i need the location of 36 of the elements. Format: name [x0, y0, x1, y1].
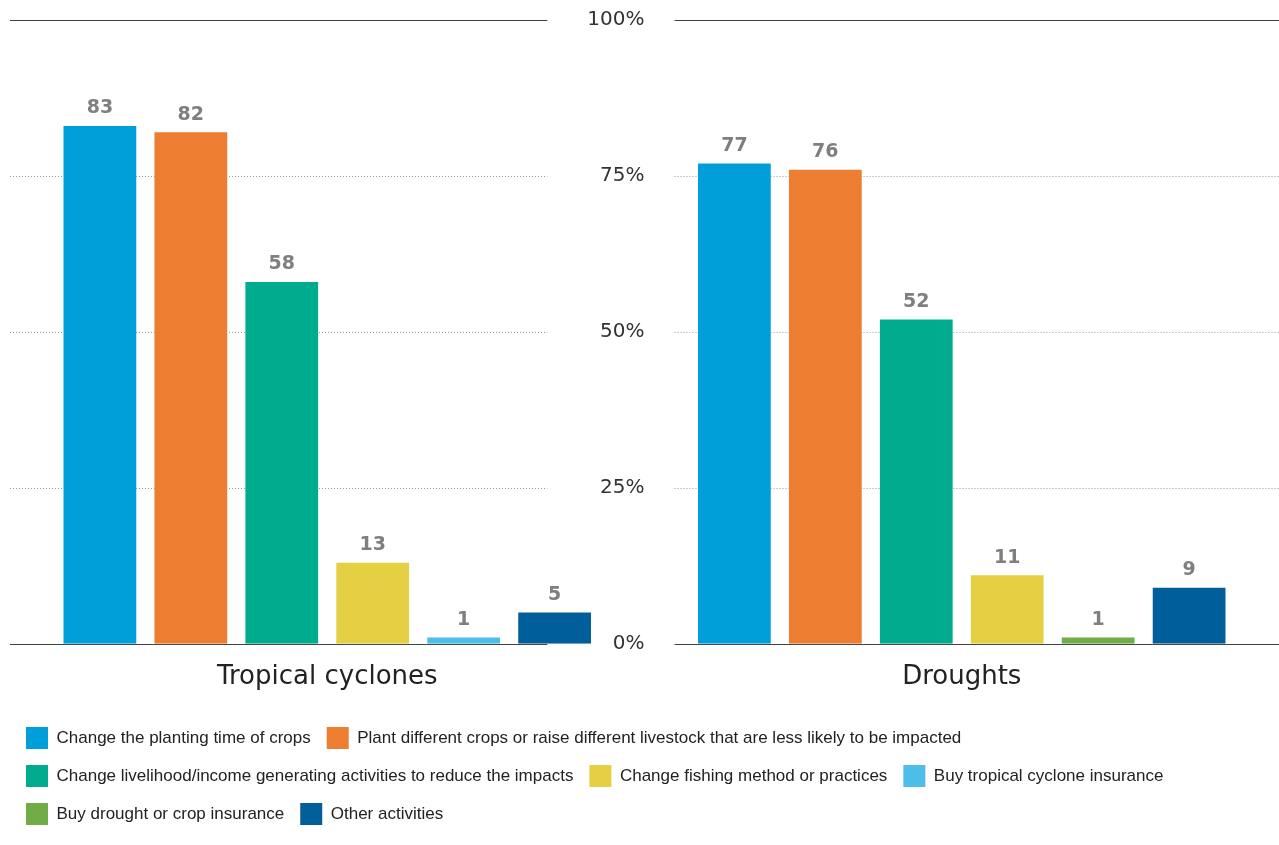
y-tick-label: 25% — [600, 474, 645, 499]
bar — [698, 163, 771, 644]
bar — [336, 562, 410, 644]
legend-label: Change the planting time of crops — [56, 727, 311, 747]
bar — [788, 169, 862, 644]
y-tick-label: 75% — [600, 162, 645, 187]
bar — [154, 132, 228, 644]
data-label: 82 — [177, 101, 205, 124]
y-tick-label: 50% — [600, 318, 645, 343]
legend-label: Plant different crops or raise different livestock that are less likely to be impacted — [357, 727, 962, 747]
bar — [63, 126, 137, 644]
bar — [970, 575, 1044, 644]
y-tick-label: 100% — [587, 6, 645, 31]
data-label: 1 — [1091, 607, 1105, 629]
data-label: 77 — [721, 132, 748, 155]
bar — [245, 282, 319, 644]
legend-label: Change fishing method or practices — [619, 765, 888, 785]
data-label: 76 — [812, 139, 839, 162]
legend-label: Buy drought or crop insurance — [56, 803, 285, 823]
x-tick-label: Tropical cyclones — [215, 660, 438, 691]
bar — [879, 319, 953, 644]
x-tick-label: Droughts — [902, 660, 1022, 691]
data-label: 11 — [994, 544, 1021, 567]
legend-label: Other activities — [330, 803, 444, 823]
data-label: 5 — [548, 582, 562, 605]
data-label: 52 — [903, 288, 930, 311]
y-tick-label: 0% — [612, 630, 645, 654]
legend-label: Change livelihood/income generating activities to reduce the impacts — [56, 765, 574, 785]
data-label: 83 — [86, 95, 114, 118]
legend-label: Buy tropical cyclone insurance — [933, 765, 1164, 785]
bar — [1152, 587, 1226, 644]
data-label: 58 — [268, 251, 295, 274]
data-label: 9 — [1182, 557, 1196, 580]
bar — [518, 612, 591, 644]
data-label: 1 — [457, 607, 471, 629]
data-label: 13 — [359, 532, 386, 555]
